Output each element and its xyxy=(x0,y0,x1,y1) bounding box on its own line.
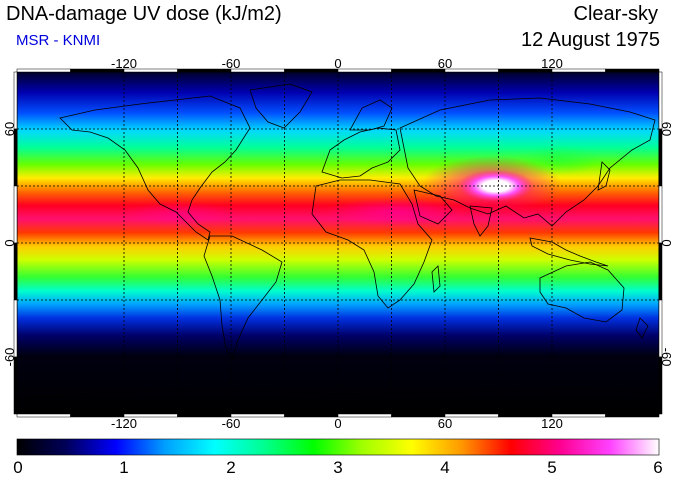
australia-coast xyxy=(539,261,625,323)
lat-label-left-60: 60 xyxy=(2,122,17,136)
madagascar-coast xyxy=(431,265,441,293)
frame-tick-lat xyxy=(658,242,663,301)
frame-tick-lon xyxy=(337,413,392,418)
colorbar-label-5: 5 xyxy=(547,458,557,477)
frame-tick-lat xyxy=(658,356,663,415)
coastlines xyxy=(17,83,659,399)
date-label: 12 August 1975 xyxy=(520,29,660,51)
lat-label-right-60: 60 xyxy=(659,122,674,136)
lon-label-top-60: 60 xyxy=(438,56,452,71)
colorbar-label-1: 1 xyxy=(119,458,129,477)
colorbar-label-3: 3 xyxy=(333,458,343,477)
new-zealand-coast xyxy=(635,317,649,339)
lon-label-bottom-0: 0 xyxy=(334,416,341,431)
north-america-coast xyxy=(59,95,251,241)
lon-label-bottom-neg120: -120 xyxy=(111,416,137,431)
colorbar-label-6: 6 xyxy=(653,458,663,477)
lat-label-right-neg60: -60 xyxy=(659,348,674,367)
frame-tick-lon xyxy=(16,413,71,418)
frame-tick-lat xyxy=(13,242,18,301)
lon-label-top-neg120: -120 xyxy=(111,56,137,71)
frame-tick-lon xyxy=(444,68,499,73)
lat-label-right-0: 0 xyxy=(659,239,674,246)
antarctica-coast xyxy=(17,387,659,399)
frame-tick-lat xyxy=(13,185,18,244)
axis-ticks xyxy=(13,68,663,418)
colorbar xyxy=(16,438,660,456)
frame-tick-lon xyxy=(444,413,499,418)
frame-tick-lat xyxy=(658,71,663,130)
lon-label-bottom-120: 120 xyxy=(541,416,563,431)
map-title: DNA-damage UV dose (kJ/m2) xyxy=(6,3,282,25)
sky-condition-label: Clear-sky xyxy=(573,3,658,25)
frame-tick-lat xyxy=(13,71,18,130)
lon-label-top-0: 0 xyxy=(334,56,341,71)
asia-coast xyxy=(399,97,656,227)
scandinavia-coast xyxy=(349,99,393,131)
frame-tick-lon xyxy=(605,413,660,418)
frame-tick-lon xyxy=(337,68,392,73)
frame-tick-lon xyxy=(284,413,339,418)
colorbar-label-2: 2 xyxy=(226,458,236,477)
frame-tick-lat xyxy=(658,128,663,187)
lat-label-left-0: 0 xyxy=(2,239,17,246)
frame-tick-lon xyxy=(605,68,660,73)
greenland-coast xyxy=(249,83,313,129)
lon-label-bottom-neg60: -60 xyxy=(222,416,241,431)
frame-tick-lat xyxy=(13,128,18,187)
lat-lon-grid xyxy=(17,72,659,414)
indonesia-coast xyxy=(529,237,609,267)
frame-tick-lon xyxy=(16,68,71,73)
lon-label-top-neg60: -60 xyxy=(222,56,241,71)
organization-label: MSR - KNMI xyxy=(16,32,101,49)
frame-tick-lat xyxy=(658,185,663,244)
south-america-coast xyxy=(203,235,283,362)
africa-coast xyxy=(311,179,433,309)
europe-coast xyxy=(321,127,401,179)
frame-tick-lon xyxy=(284,68,339,73)
lon-label-top-120: 120 xyxy=(541,56,563,71)
colorbar-label-0: 0 xyxy=(13,458,23,477)
lat-label-left-neg60: -60 xyxy=(2,348,17,367)
colorbar-label-4: 4 xyxy=(440,458,450,477)
india-coast xyxy=(469,205,493,237)
frame-tick-lat xyxy=(13,356,18,415)
lon-label-bottom-60: 60 xyxy=(438,416,452,431)
